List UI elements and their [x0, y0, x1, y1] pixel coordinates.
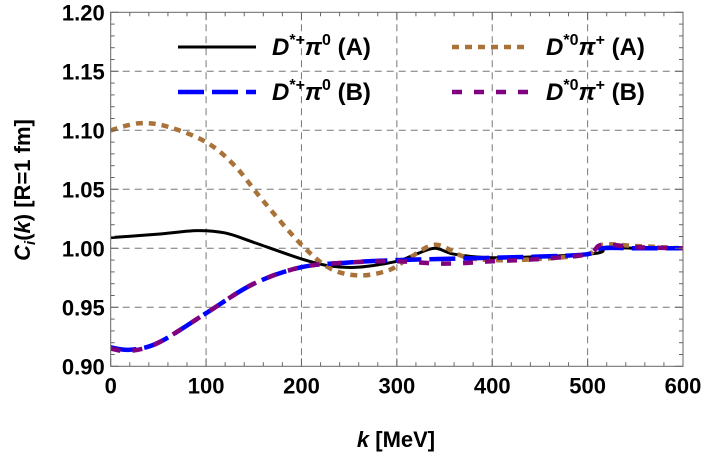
y-tick-label: 1.10	[62, 118, 105, 143]
legend-label-part: D	[272, 34, 289, 61]
x-tick-label: 600	[665, 373, 702, 398]
y-tick-label: 1.15	[62, 59, 105, 84]
legend-label-part: D	[272, 79, 289, 106]
legend-label-part: D	[546, 34, 563, 61]
curves	[110, 120, 684, 354]
series-line	[110, 245, 683, 353]
y-tick-label: 0.95	[62, 295, 105, 320]
legend-label-part: *+	[289, 77, 305, 94]
x-tick-label: 0	[105, 373, 117, 398]
x-tick-label: 100	[188, 373, 225, 398]
y-tick-label: 0.90	[62, 354, 105, 379]
grid	[110, 12, 683, 367]
legend-label-part: (B)	[331, 79, 371, 106]
legend-label-part: (A)	[331, 34, 371, 61]
legend: D*+π0 (A) D*0π+ (A)D*+π0 (B) D*0π+ (B)	[178, 32, 645, 106]
y-tick-label: 1.05	[62, 177, 105, 202]
plot-frame	[110, 11, 684, 367]
legend-label-part: π	[578, 34, 596, 61]
x-axis-label: k [MeV]	[357, 427, 435, 452]
legend-label-part: *+	[289, 32, 305, 49]
tick-labels: 0 100 200 300 400 500 600 0.90 0.95 1.00 1.05 1.10 1…	[62, 0, 701, 398]
legend-label-part: *0	[563, 32, 578, 49]
y-tick-label: 1.20	[62, 0, 105, 25]
frame	[110, 11, 684, 367]
series-line	[110, 242, 684, 354]
y-tick-label: 1.00	[62, 236, 105, 261]
legend-label-part: *0	[563, 77, 578, 94]
legend-label: D*0π+ (A)	[546, 32, 645, 61]
legend-label-part: (B)	[605, 79, 645, 106]
legend-label-part: π	[305, 79, 323, 106]
x-tick-label: 300	[378, 373, 415, 398]
legend-label-part: +	[596, 77, 605, 94]
legend-label-part: D	[546, 79, 563, 106]
legend-label: D*+π0 (B)	[272, 77, 371, 106]
legend-label: D*+π0 (A)	[272, 32, 371, 61]
legend-label-part: π	[578, 79, 596, 106]
legend-label-part: +	[596, 32, 605, 49]
legend-label-part: 0	[322, 32, 331, 49]
legend-label-part: π	[305, 34, 323, 61]
legend-label-part: (A)	[605, 34, 645, 61]
x-tick-label: 500	[569, 373, 606, 398]
x-tick-label: 400	[474, 373, 511, 398]
legend-label-part: 0	[322, 77, 331, 94]
legend-label: D*0π+ (B)	[546, 77, 645, 106]
y-axis-label: Ci(k) [R=1 fm]	[10, 119, 39, 261]
x-tick-label: 200	[283, 373, 320, 398]
